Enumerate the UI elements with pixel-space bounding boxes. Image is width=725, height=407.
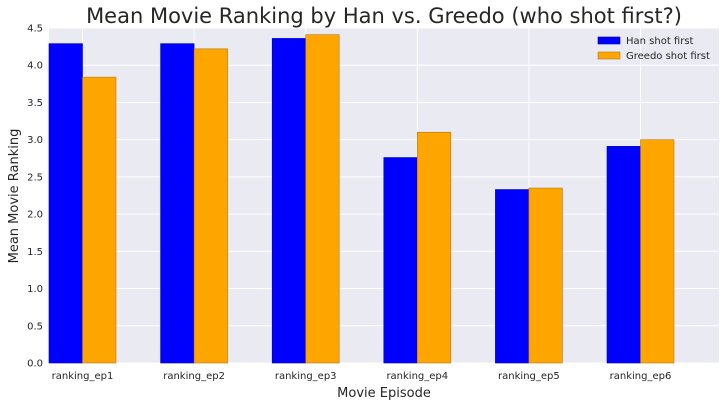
x-tick-label: ranking_ep2 — [163, 371, 225, 382]
bar-greedo-ranking_ep6 — [640, 139, 675, 364]
bar-han-ranking_ep2 — [160, 43, 195, 364]
y-tick-label: 4.5 — [27, 24, 43, 35]
legend-swatch — [597, 51, 621, 60]
y-axis-label: Mean Movie Ranking — [7, 129, 22, 264]
y-tick-label: 3.5 — [27, 98, 43, 109]
x-axis-label: Movie Episode — [337, 386, 431, 401]
bar-greedo-ranking_ep5 — [528, 187, 563, 364]
x-axis: ranking_ep1 ranking_ep2 ranking_ep3 ranking… — [52, 371, 672, 382]
x-tick-label: ranking_ep5 — [498, 371, 560, 382]
legend: Han shot first Greedo shot first — [597, 36, 710, 62]
y-tick-label: 0.5 — [27, 321, 43, 332]
x-tick-label: ranking_ep3 — [275, 371, 337, 382]
legend-entry: Greedo shot first — [626, 51, 710, 62]
chart-title: Mean Movie Ranking by Han vs. Greedo (wh… — [86, 4, 682, 28]
x-tick-label: ranking_ep1 — [52, 371, 114, 382]
legend-swatch — [597, 36, 621, 45]
y-tick-label: 2.5 — [27, 172, 43, 183]
y-tick-label: 2.0 — [27, 210, 43, 221]
y-tick-label: 4.0 — [27, 61, 43, 72]
x-tick-label: ranking_ep4 — [386, 371, 448, 382]
bar-han-ranking_ep1 — [48, 43, 83, 364]
bar-greedo-ranking_ep1 — [82, 76, 117, 364]
bar-han-ranking_ep5 — [495, 189, 530, 364]
y-tick-label: 0.0 — [27, 359, 43, 370]
y-axis: 0.0 0.5 1.0 1.5 2.0 2.5 3.0 3.5 4.0 4.5 — [27, 24, 43, 370]
x-tick-label: ranking_ep6 — [610, 371, 672, 382]
bar-han-ranking_ep6 — [606, 146, 641, 364]
bar-han-ranking_ep3 — [271, 38, 307, 364]
bar-han-ranking_ep4 — [383, 157, 418, 364]
y-tick-label: 1.5 — [27, 247, 43, 258]
y-tick-label: 3.0 — [27, 135, 43, 146]
legend-entry: Han shot first — [626, 36, 694, 47]
bar-greedo-ranking_ep2 — [193, 48, 228, 364]
bar-greedo-ranking_ep4 — [416, 131, 452, 364]
y-tick-label: 1.0 — [27, 284, 43, 295]
bars — [48, 34, 675, 364]
bar-greedo-ranking_ep3 — [305, 34, 340, 364]
